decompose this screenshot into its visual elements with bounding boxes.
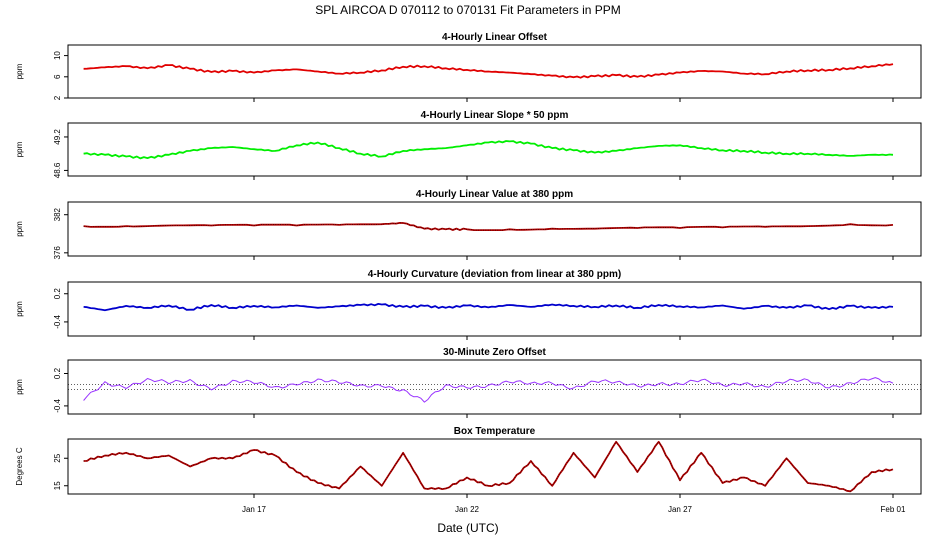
y-axis-label: Degrees C xyxy=(15,447,24,485)
series-line xyxy=(83,140,894,160)
x-tick-label: Feb 01 xyxy=(881,505,906,514)
y-tick-label: 25 xyxy=(53,453,62,462)
series-line xyxy=(83,377,894,403)
chart-title: SPL AIRCOA D 070112 to 070131 Fit Parame… xyxy=(315,3,621,17)
panel-title: 4-Hourly Curvature (deviation from linea… xyxy=(368,269,621,280)
series-line xyxy=(83,222,894,231)
panel-title: 30-Minute Zero Offset xyxy=(443,347,546,358)
plot-frame xyxy=(67,359,922,415)
y-axis-label: ppm xyxy=(15,141,24,157)
series-line xyxy=(83,63,894,79)
plot-frame xyxy=(67,281,922,337)
y-tick-label: 6 xyxy=(53,74,62,79)
series-line xyxy=(83,303,894,312)
x-tick-label: Jan 17 xyxy=(242,505,267,514)
series-dots xyxy=(83,222,894,231)
x-axis-label: Date (UTC) xyxy=(437,521,498,535)
y-axis-label: ppm xyxy=(15,221,24,237)
y-axis-label: ppm xyxy=(15,63,24,79)
panel-4: 4-Hourly Curvature (deviation from linea… xyxy=(15,269,922,340)
y-tick-label: 0.2 xyxy=(53,367,62,379)
y-tick-label: 15 xyxy=(53,481,62,490)
y-tick-label: 382 xyxy=(53,207,62,221)
x-tick-label: Jan 27 xyxy=(668,505,693,514)
plot-frame xyxy=(67,122,922,177)
y-tick-label: 2 xyxy=(53,95,62,100)
panel-title: 4-Hourly Linear Offset xyxy=(442,32,548,43)
series-dots xyxy=(83,441,894,492)
y-axis-label: ppm xyxy=(15,301,24,317)
panel-2: 4-Hourly Linear Slope * 50 ppm 48.6 49.2 pp… xyxy=(15,110,922,180)
x-axis: Jan 17 Jan 22 Jan 27 Feb 01 xyxy=(242,505,906,514)
y-tick-label: 0.2 xyxy=(53,288,62,300)
y-tick-label: 376 xyxy=(53,246,62,260)
panel-3: 4-Hourly Linear Value at 380 ppm 376 382 pp… xyxy=(15,189,922,260)
plot-frame xyxy=(67,438,922,495)
plot-frame xyxy=(67,44,922,99)
y-tick-label: 10 xyxy=(53,51,62,60)
panel-5: 30-Minute Zero Offset -0.4 0.2 ppm xyxy=(15,347,922,418)
y-tick-label: 49.2 xyxy=(53,129,62,145)
panel-6: Box Temperature 15 25 Degrees C xyxy=(15,426,922,498)
plot-frame xyxy=(67,201,922,257)
panel-title: 4-Hourly Linear Value at 380 ppm xyxy=(416,189,573,200)
y-tick-label: -0.4 xyxy=(53,398,62,412)
y-tick-label: 48.6 xyxy=(53,162,62,178)
y-axis-label: ppm xyxy=(15,379,24,395)
y-tick-label: -0.4 xyxy=(53,314,62,328)
panel-1: 4-Hourly Linear Offset 2 6 10 ppm xyxy=(15,32,922,102)
panel-title: 4-Hourly Linear Slope * 50 ppm xyxy=(421,110,569,121)
x-tick-label: Jan 22 xyxy=(455,505,480,514)
series-line xyxy=(83,440,894,493)
panel-title: Box Temperature xyxy=(454,426,536,437)
